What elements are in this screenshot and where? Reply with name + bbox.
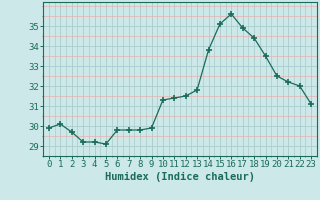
X-axis label: Humidex (Indice chaleur): Humidex (Indice chaleur) xyxy=(105,172,255,182)
